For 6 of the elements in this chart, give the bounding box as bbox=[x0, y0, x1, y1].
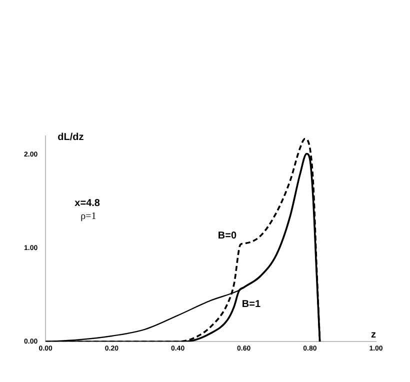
x-axis-title: z bbox=[371, 330, 376, 341]
series-label: B=1 bbox=[242, 299, 261, 310]
annotation: ρ=1 bbox=[80, 211, 96, 222]
annotation: x=4.8 bbox=[74, 198, 100, 210]
series-label: B=0 bbox=[218, 230, 237, 242]
y-axis-title: dL/dz bbox=[58, 132, 84, 143]
